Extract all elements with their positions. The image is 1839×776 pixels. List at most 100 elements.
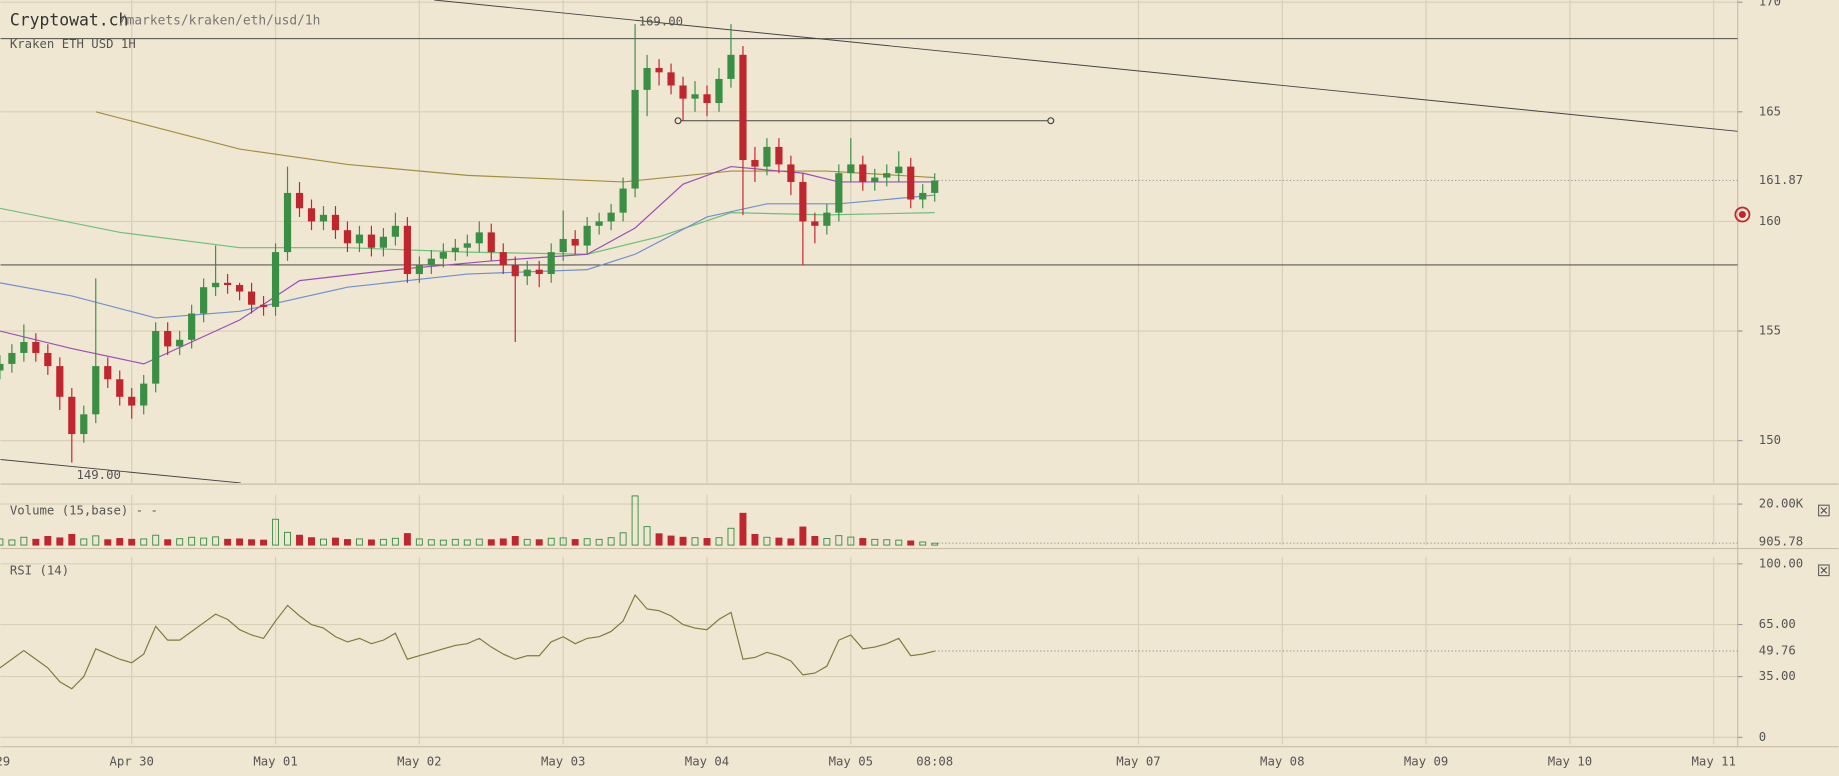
close-icon[interactable] [1820,566,1828,574]
volume-bar [248,539,256,546]
candle-body [883,173,891,178]
candle-body [427,258,435,266]
volume-bar [547,537,555,546]
volume-bar [823,538,831,546]
last-price-label: 161.87 [1759,173,1803,187]
candle-body [247,291,256,305]
close-button[interactable] [1817,504,1830,517]
volume-bar [343,539,351,546]
candle-body [259,304,268,307]
candle-body [379,236,388,248]
volume-bar [931,542,939,546]
x-tick-label: May 07 [1116,754,1160,768]
candle-body [32,341,40,353]
volume-bar [20,536,28,546]
candle-body [847,164,855,174]
volume-bar [739,512,747,546]
handle[interactable] [1047,117,1055,125]
volume-bar [919,541,927,546]
candle-body [331,214,340,231]
candle-body [835,173,843,213]
candle-body [20,341,28,353]
volume-bar [691,537,699,546]
candle-body [116,379,124,397]
candle-body [619,188,627,213]
candle-body [511,265,519,277]
volume-bar [727,527,735,546]
candle-body [523,269,531,277]
handle[interactable] [674,117,682,125]
volume-bar [272,518,280,546]
x-tick-label: May 05 [829,754,873,768]
candle-body [152,331,160,384]
candle-body [643,67,651,90]
candle-body [8,352,16,364]
candle-body [499,252,507,266]
y-tick-label: 170 [1759,0,1781,9]
candle-body [859,164,867,182]
candle-body [919,192,927,200]
volume-bar [583,538,591,546]
low-label: 149.00 [76,468,120,482]
close-box[interactable] [1817,564,1830,577]
volume-bar [751,533,759,546]
volume-bar [463,539,471,546]
candle-body [559,238,567,253]
candle-body [739,54,747,161]
x-tick-label: May 03 [541,754,585,768]
candle-body [343,230,352,244]
last-rsi-label: 49.76 [1759,643,1796,657]
candle-body [307,208,316,222]
alert-icon[interactable] [1734,206,1751,223]
candle-body [463,243,471,248]
brand[interactable]: Cryptowat.ch [10,11,129,30]
close-box[interactable] [1817,504,1830,517]
volume-bar [655,533,663,546]
volume-bar [523,538,531,546]
volume-bar [152,534,160,546]
candle-body [319,214,328,222]
candle-body [931,180,939,193]
volume-bar [883,539,891,546]
volume-bar [703,538,711,546]
volume-bar [847,536,855,546]
candle-body [391,225,399,237]
candle-body [811,221,819,226]
time-label-bg [914,753,955,771]
candle-body [799,181,807,222]
y-tick-label: 0 [1759,730,1766,744]
candle-body [271,252,280,307]
grid [0,0,1738,745]
candle-body [535,269,543,275]
volume-bar [56,537,64,546]
volume-bar [391,537,399,546]
x-tick-label: May 02 [397,754,441,768]
candle-body [607,212,615,222]
candle-body [235,284,244,292]
volume-bar [487,539,495,546]
moving-average [0,207,935,255]
rsi-line [0,593,935,690]
alert-icon-dot[interactable] [1738,210,1746,219]
volume-bar [763,536,771,546]
volume-bar [799,526,807,546]
candle-body [224,282,232,285]
volume-bar [499,538,507,546]
volume-bar [571,539,579,546]
volume-bar [787,538,795,546]
volume-bar [332,537,339,546]
candle-body [0,363,4,371]
candle-body [355,234,364,244]
candle-body [727,54,735,79]
candle-body [763,146,771,167]
volume-bar [320,538,327,546]
volume-bar [859,538,867,546]
volume-bar [667,535,675,546]
y-tick-label: 160 [1759,214,1781,228]
close-icon[interactable] [1820,507,1828,514]
candle-body [667,72,675,86]
close-button[interactable] [1817,564,1830,577]
volume-bar [907,540,915,546]
volume-bar [355,538,363,546]
candle-body [164,331,172,347]
